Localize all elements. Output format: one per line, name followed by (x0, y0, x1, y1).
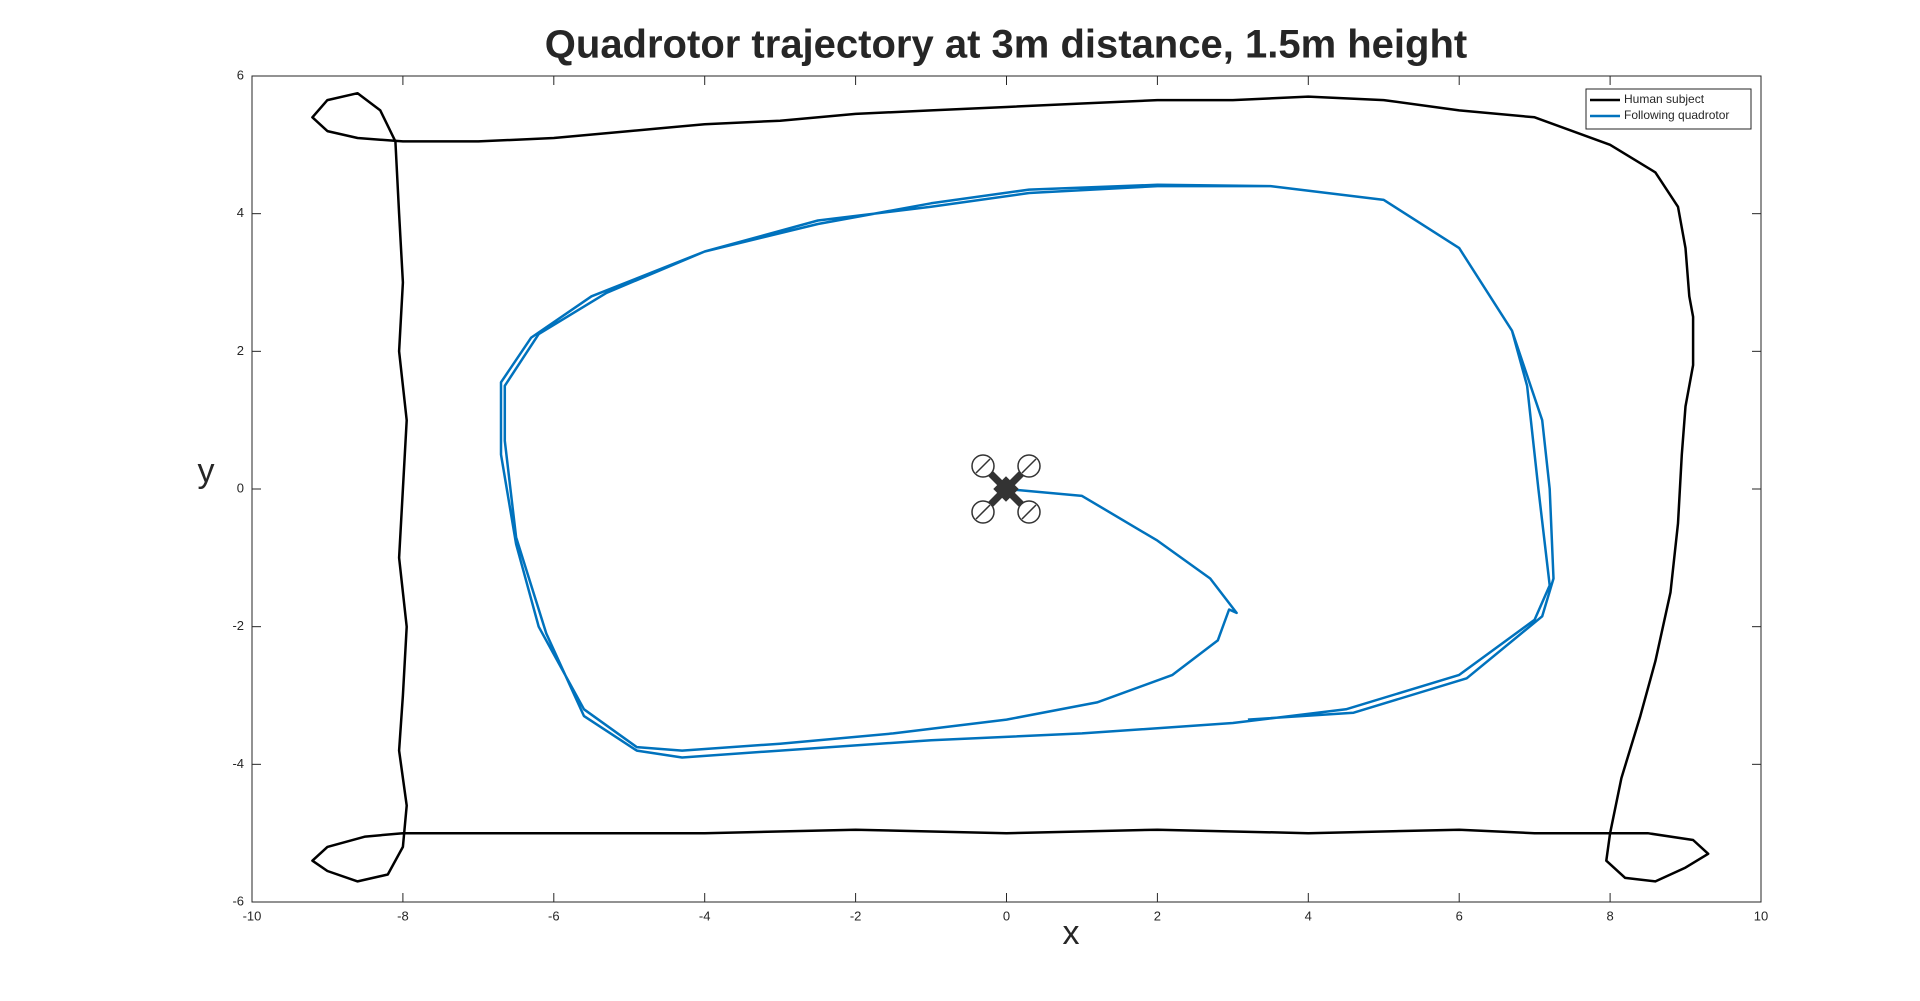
x-tick-label: 8 (1606, 908, 1613, 923)
x-tick-label: 0 (1003, 908, 1010, 923)
legend-label: Human subject (1624, 92, 1705, 106)
x-tick-label: -4 (699, 908, 711, 923)
x-tick-label: 2 (1154, 908, 1161, 923)
y-tick-label: -2 (232, 618, 244, 633)
y-tick-label: 2 (237, 343, 244, 358)
y-tick-label: 0 (237, 480, 244, 495)
y-tick-label: 6 (237, 67, 244, 82)
series-line (499, 183, 1555, 759)
y-tick-label: -6 (232, 893, 244, 908)
series-line (311, 91, 1710, 883)
x-tick-label: -6 (548, 908, 560, 923)
legend-label: Following quadrotor (1624, 108, 1729, 122)
y-axis-label: y (198, 452, 215, 490)
x-tick-label: 10 (1754, 908, 1768, 923)
x-tick-label: -8 (397, 908, 409, 923)
y-tick-label: 4 (237, 205, 244, 220)
x-tick-label: 4 (1305, 908, 1312, 923)
y-tick-label: -4 (232, 756, 244, 771)
quadrotor-icon (971, 454, 1041, 524)
chart-title: Quadrotor trajectory at 3m distance, 1.5… (545, 23, 1467, 67)
x-axis-label: x (1063, 914, 1080, 952)
x-tick-label: -2 (850, 908, 862, 923)
legend-box (1585, 88, 1752, 130)
x-tick-label: -10 (243, 908, 262, 923)
x-tick-label: 6 (1456, 908, 1463, 923)
